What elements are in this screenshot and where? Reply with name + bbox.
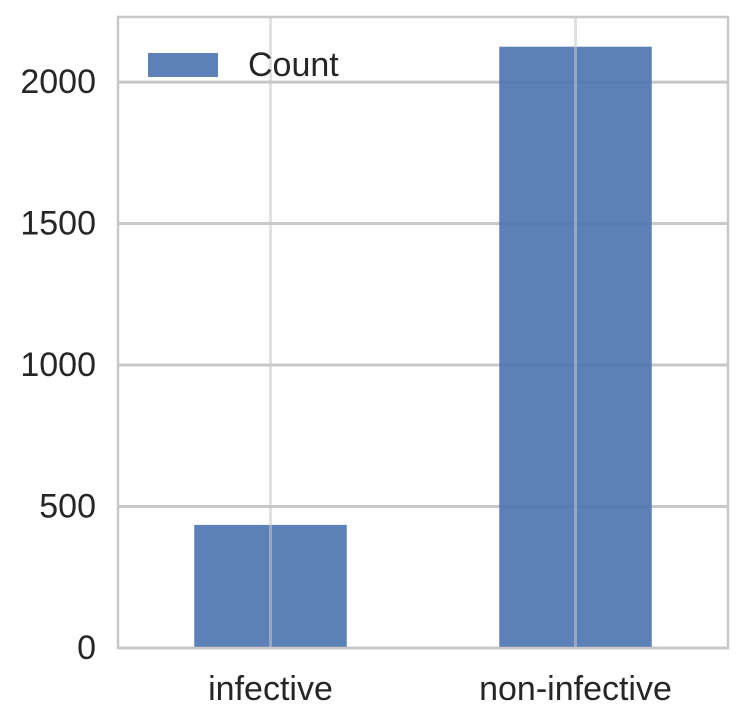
legend-swatch-count xyxy=(148,53,218,77)
y-tick-label: 1500 xyxy=(20,205,96,243)
plot-frame xyxy=(116,15,730,650)
bars-layer xyxy=(194,46,652,649)
legend-label-count: Count xyxy=(248,46,339,84)
y-tick-label: 0 xyxy=(77,629,96,667)
y-tick-label: 1000 xyxy=(20,346,96,384)
y-axis-tick-labels: 0 500 1000 1500 2000 xyxy=(20,63,96,667)
y-tick-label: 2000 xyxy=(20,63,96,101)
x-axis-tick-labels: infective non-infective xyxy=(208,670,672,708)
vertical-grid-layer xyxy=(269,17,577,648)
legend: Count xyxy=(148,46,339,84)
x-tick-label: infective xyxy=(208,670,333,708)
plot-border xyxy=(116,15,730,650)
x-tick-label: non-infective xyxy=(479,670,672,708)
y-tick-label: 500 xyxy=(39,488,96,526)
